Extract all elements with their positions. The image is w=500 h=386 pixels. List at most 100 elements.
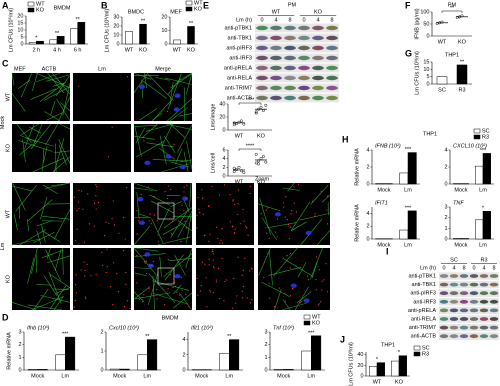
image-texture xyxy=(164,254,184,281)
genotype-label: KO xyxy=(5,274,11,283)
bar xyxy=(37,369,48,371)
panel-label: J xyxy=(340,334,345,344)
image-texture xyxy=(108,222,110,224)
image-texture xyxy=(293,228,295,230)
image-texture xyxy=(242,208,244,210)
blot-band xyxy=(469,274,479,278)
image-texture xyxy=(208,264,210,266)
image-texture xyxy=(44,111,61,121)
image-texture xyxy=(241,274,243,276)
blot-strip xyxy=(255,63,339,73)
y-tick-label: 0 xyxy=(426,33,429,39)
image-texture xyxy=(268,266,302,276)
image-texture xyxy=(111,126,113,128)
blot-band xyxy=(489,317,499,321)
image-texture xyxy=(289,294,292,296)
image-texture xyxy=(137,197,144,202)
image-texture xyxy=(233,277,235,279)
legend-swatch xyxy=(473,128,481,134)
image-texture xyxy=(149,213,151,215)
row-label: anti-TBK1 xyxy=(228,35,252,41)
image-texture xyxy=(208,205,210,207)
data-point xyxy=(254,111,258,115)
y-tick-label: 2 xyxy=(18,342,21,348)
subtitle: Ifit1 (10²) xyxy=(191,325,213,331)
y-tick-label: 4 xyxy=(182,337,185,343)
image-texture xyxy=(11,238,42,246)
x-tick-label: Mock xyxy=(454,187,467,193)
y-tick-label: 10 xyxy=(161,28,167,34)
bar xyxy=(398,355,407,377)
legend-label: SC xyxy=(422,345,430,351)
image-texture xyxy=(290,226,292,228)
image-texture xyxy=(323,279,325,281)
blot-band xyxy=(449,291,459,296)
image-texture xyxy=(42,249,64,258)
image-texture xyxy=(133,187,153,191)
image-texture xyxy=(208,240,210,242)
y-axis-label: Lm CFUs (10³/ml) xyxy=(414,51,420,95)
y-tick-label: 100 xyxy=(420,9,429,15)
image-texture xyxy=(113,224,116,226)
image-texture xyxy=(18,140,53,152)
image-texture xyxy=(83,261,85,263)
blot-band xyxy=(459,274,469,278)
image-texture xyxy=(139,255,141,257)
data-point xyxy=(254,152,258,156)
image-texture xyxy=(170,188,172,191)
y-tick-label: 1 xyxy=(18,355,21,361)
y-tick-label: 2 xyxy=(366,164,369,170)
zoom-box xyxy=(157,267,175,285)
y-axis-label: Relative mRNA xyxy=(354,148,360,186)
image-texture xyxy=(184,220,186,222)
blot-band xyxy=(479,299,489,304)
blot-band xyxy=(449,325,459,330)
bar xyxy=(27,369,38,371)
image-texture xyxy=(28,126,42,134)
blot-band xyxy=(479,274,489,278)
blot-band xyxy=(312,85,324,91)
image-texture xyxy=(125,271,127,274)
image-texture xyxy=(31,247,38,275)
image-texture xyxy=(42,230,60,243)
panel-label: G xyxy=(405,48,412,58)
image-texture xyxy=(43,146,48,163)
image-texture xyxy=(285,196,287,198)
image-texture xyxy=(165,154,172,159)
data-point xyxy=(259,105,263,109)
blot-band xyxy=(469,299,479,304)
bar xyxy=(475,219,484,240)
image-texture xyxy=(150,223,152,225)
image-texture xyxy=(321,280,323,282)
blot-band xyxy=(479,308,489,313)
image-texture xyxy=(249,302,252,304)
image-texture xyxy=(297,183,300,185)
image-texture xyxy=(105,271,107,274)
panel-label: C xyxy=(2,58,9,68)
image-texture xyxy=(268,282,270,284)
bar xyxy=(109,368,120,371)
image-texture xyxy=(176,291,178,293)
image-texture xyxy=(147,271,159,306)
y-tick-label: 2 xyxy=(366,224,369,230)
image-texture xyxy=(245,225,247,227)
image-texture xyxy=(167,197,169,200)
image-texture xyxy=(147,263,154,269)
image-texture xyxy=(326,291,329,293)
image-texture xyxy=(179,294,181,296)
blot-band xyxy=(284,75,296,81)
row-label: anti-TRIM7 xyxy=(409,325,436,331)
blot-band xyxy=(469,291,479,296)
condition-label: Mock xyxy=(0,116,6,129)
image-texture xyxy=(266,232,268,234)
image-texture xyxy=(326,223,329,225)
image-texture xyxy=(243,220,245,222)
image-texture xyxy=(212,249,214,251)
y-tick-label: 5 xyxy=(20,34,23,40)
image-texture xyxy=(157,234,159,236)
image-texture xyxy=(95,184,97,186)
image-texture xyxy=(136,191,140,219)
image-texture xyxy=(148,287,150,289)
legend-label: R3 xyxy=(482,134,489,140)
time-point: 8 xyxy=(492,265,495,271)
